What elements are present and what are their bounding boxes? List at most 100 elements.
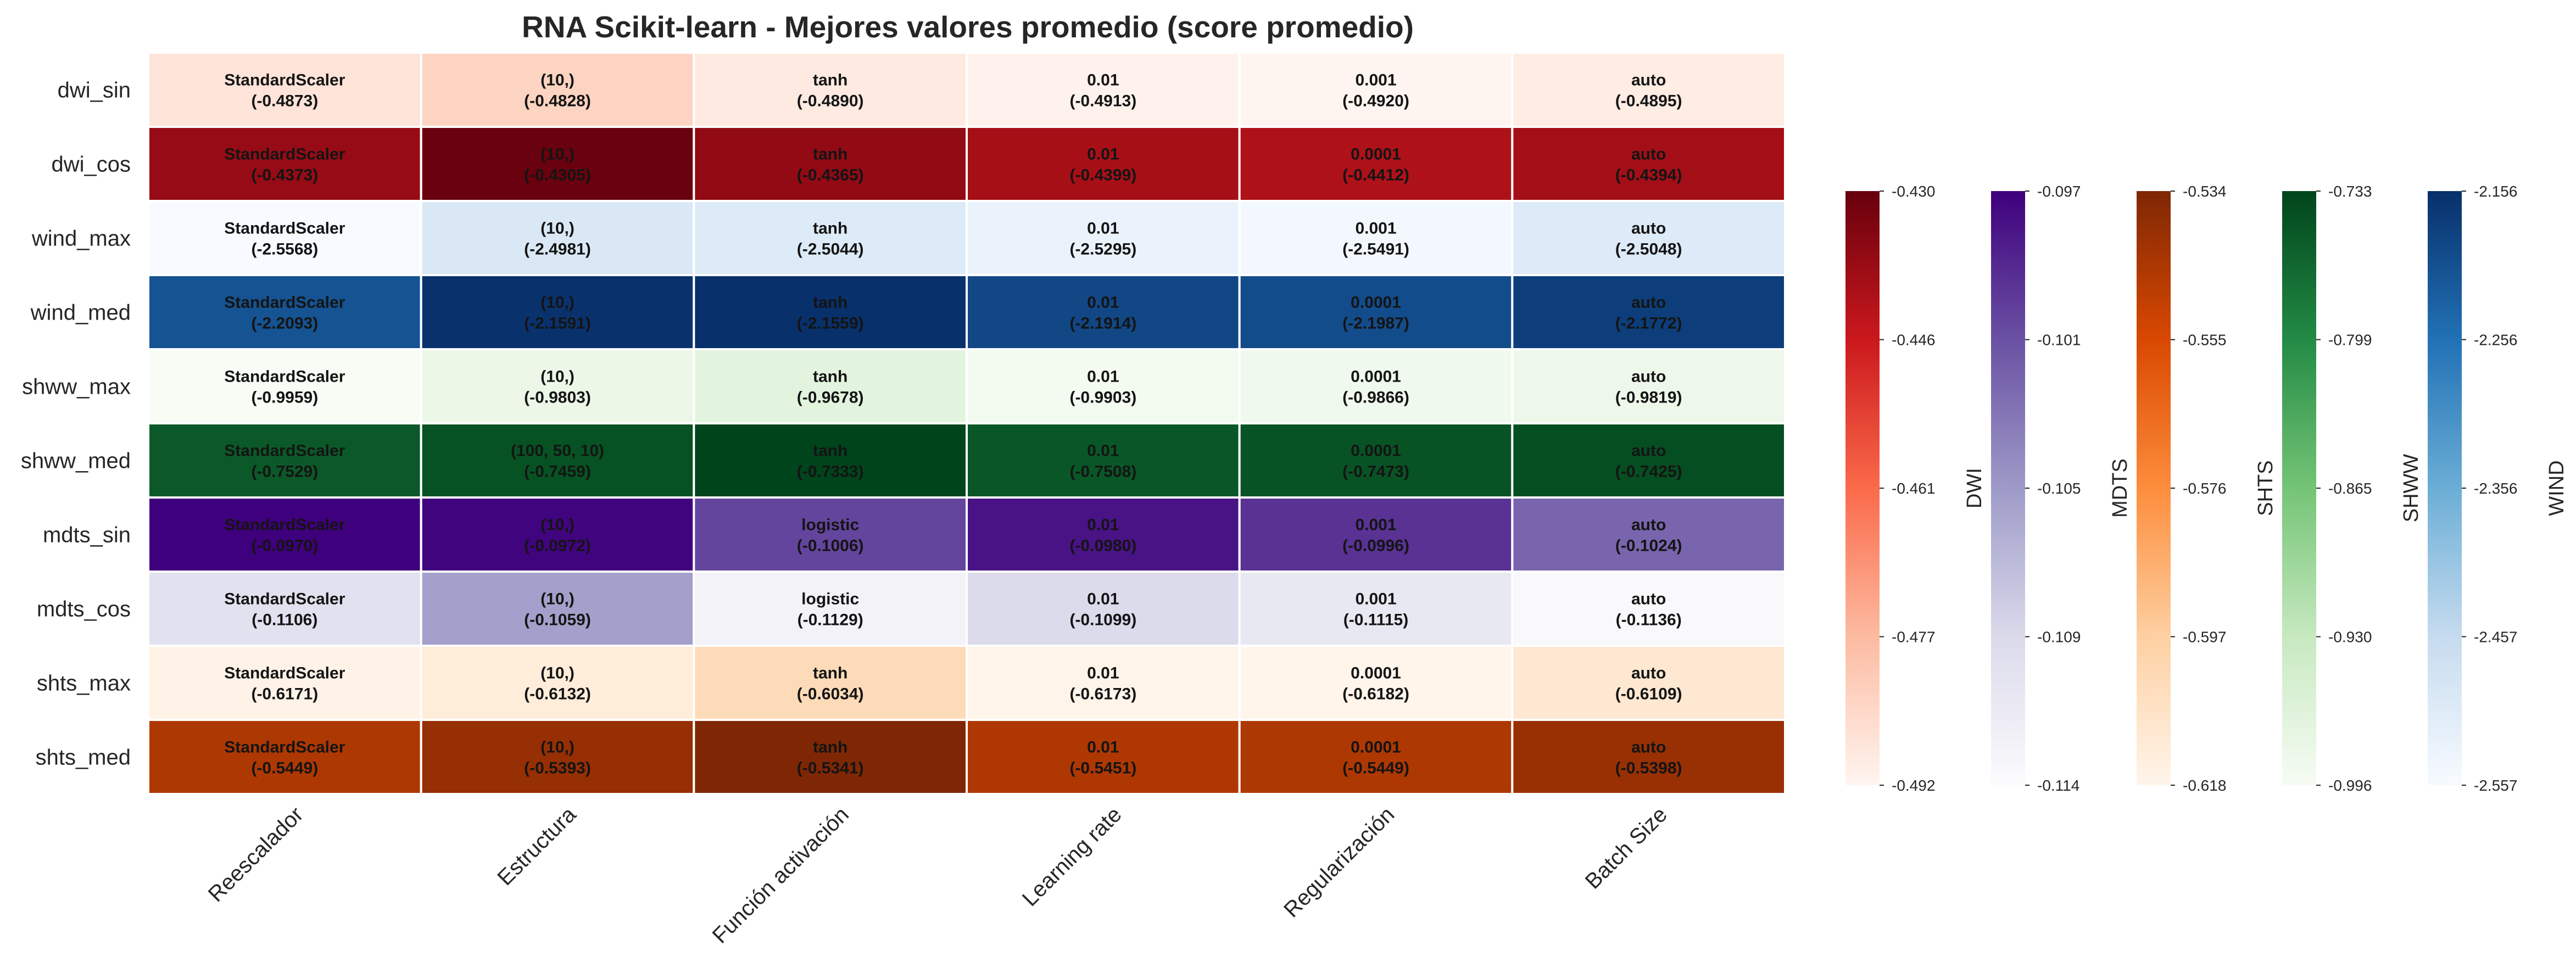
- cell-score-label: (-0.1059): [524, 611, 591, 629]
- row-label: dwi_cos: [51, 153, 131, 177]
- cell-score-label: (-0.7425): [1615, 463, 1682, 481]
- heatmap-cell: [1511, 126, 1786, 202]
- colorbar-tick-label: -0.477: [1892, 629, 1935, 646]
- cell-score-label: (-0.5341): [797, 759, 864, 778]
- heatmap-cell: [420, 496, 695, 573]
- cell-param-label: auto: [1631, 590, 1666, 608]
- cell-score-label: (-0.5451): [1069, 759, 1136, 778]
- heatmap-cell: [966, 645, 1241, 721]
- heatmap-cell: [1238, 126, 1514, 202]
- cell-param-label: 0.001: [1355, 220, 1396, 238]
- colorbar-label: MDTS: [2109, 458, 2132, 518]
- cell-param-label: 0.01: [1087, 71, 1119, 90]
- column-labels: Reescalador Estructura Función activación L…: [204, 802, 1672, 948]
- heatmap-cell: [1238, 571, 1514, 647]
- cell-score-label: (-0.9866): [1342, 389, 1409, 407]
- heatmap-cell: [147, 200, 422, 276]
- cell-param-label: (10,): [540, 146, 575, 164]
- cell-score-label: (-2.5295): [1069, 241, 1136, 259]
- colorbar-gradient: [2282, 191, 2316, 785]
- cell-param-label: auto: [1631, 146, 1666, 164]
- colorbar-tick-label: -0.114: [2037, 777, 2079, 794]
- cell-param-label: 0.001: [1355, 590, 1396, 608]
- cell-score-label: (-0.1106): [252, 611, 317, 629]
- colorbar-tick-label: -2.256: [2474, 332, 2517, 349]
- heatmap-cell: [147, 274, 422, 350]
- cell-score-label: (-0.6132): [524, 685, 591, 703]
- heatmap-cell: [1511, 274, 1786, 350]
- colorbar-label: SHWW: [2400, 454, 2423, 523]
- cell-score-label: (-0.1129): [798, 611, 863, 629]
- heatmap-cell: [1511, 52, 1786, 128]
- heatmap-cell: [966, 422, 1241, 499]
- cell-param-label: 0.001: [1355, 71, 1396, 90]
- row-label: shts_med: [36, 746, 131, 770]
- cell-param-label: StandardScaler: [224, 220, 345, 238]
- colorbars: -0.430-0.446-0.461-0.477-0.492DWI-0.097-…: [1845, 183, 2568, 794]
- cell-score-label: (-0.4920): [1342, 92, 1409, 110]
- heatmap-cell: [420, 200, 695, 276]
- heatmap-cell: [420, 126, 695, 202]
- cell-param-label: auto: [1631, 664, 1666, 683]
- cell-score-label: (-0.1006): [797, 537, 864, 555]
- cell-score-label: (-2.5044): [797, 241, 864, 259]
- cell-param-label: StandardScaler: [224, 71, 345, 90]
- colorbar-mdts: -0.097 -0.101 -0.105 -0.109 -0.114 MDTS: [1991, 183, 2132, 794]
- heatmap-cell: [966, 52, 1241, 128]
- cell-param-label: 0.01: [1087, 442, 1119, 460]
- cell-score-label: (-2.4981): [524, 241, 591, 259]
- cell-param-label: (10,): [540, 294, 575, 312]
- cell-score-label: (-0.7333): [797, 463, 864, 481]
- cell-param-label: 0.01: [1087, 294, 1119, 312]
- column-label: Learning rate: [1018, 802, 1127, 911]
- colorbar-tick-label: -0.461: [1892, 480, 1935, 497]
- cell-score-label: (-0.7473): [1342, 463, 1409, 481]
- cell-score-label: (-0.0980): [1069, 537, 1136, 555]
- cell-score-label: (-0.9678): [797, 389, 864, 407]
- column-label: Regularización: [1279, 802, 1399, 922]
- column-label: Reescalador: [204, 802, 308, 907]
- cell-score-label: (-0.7459): [524, 463, 591, 481]
- heatmap-cell: [420, 422, 695, 499]
- cell-score-label: (-2.2093): [251, 315, 318, 333]
- cell-param-label: 0.01: [1087, 220, 1119, 238]
- cell-param-label: StandardScaler: [224, 368, 345, 386]
- heatmap-cell: [147, 126, 422, 202]
- heatmap-cell: [420, 348, 695, 424]
- cell-param-label: tanh: [813, 71, 847, 90]
- cell-param-label: (10,): [540, 368, 575, 386]
- heatmap-cell: [147, 348, 422, 424]
- cell-score-label: (-0.4895): [1615, 92, 1682, 110]
- heatmap-cell: [1511, 200, 1786, 276]
- cell-param-label: 0.01: [1087, 590, 1119, 608]
- cell-score-label: (-0.4412): [1342, 166, 1409, 184]
- cell-param-label: tanh: [813, 220, 847, 238]
- heatmap-cell: [693, 571, 968, 647]
- colorbar-tick-label: -0.996: [2328, 777, 2372, 794]
- cell-score-label: (-2.1772): [1615, 315, 1682, 333]
- cell-param-label: tanh: [813, 739, 847, 757]
- cell-param-label: logistic: [801, 516, 859, 534]
- cell-score-label: (-0.7508): [1069, 463, 1136, 481]
- row-label: wind_med: [30, 301, 131, 325]
- cell-score-label: (-0.4394): [1615, 166, 1682, 184]
- cell-param-label: auto: [1631, 442, 1666, 460]
- heatmap-cell: [693, 348, 968, 424]
- cell-param-label: auto: [1631, 294, 1666, 312]
- row-label: wind_max: [31, 227, 131, 251]
- cell-score-label: (-0.5449): [1342, 759, 1409, 778]
- heatmap-cell: [1511, 571, 1786, 647]
- colorbar-wind: -2.156 -2.256 -2.356 -2.457 -2.557 WIND: [2428, 183, 2568, 794]
- colorbar-tick-label: -0.101: [2037, 332, 2081, 349]
- heatmap-cell: [966, 496, 1241, 573]
- cell-score-label: (-0.5449): [251, 759, 318, 778]
- cell-param-label: auto: [1631, 368, 1666, 386]
- cell-param-label: (100, 50, 10): [511, 442, 604, 460]
- cell-score-label: (-2.1559): [797, 315, 864, 333]
- cell-param-label: (10,): [540, 664, 575, 683]
- cell-param-label: tanh: [813, 442, 847, 460]
- cell-score-label: (-0.4828): [524, 92, 591, 110]
- colorbar-tick-label: -0.105: [2037, 480, 2081, 497]
- cell-param-label: 0.01: [1087, 516, 1119, 534]
